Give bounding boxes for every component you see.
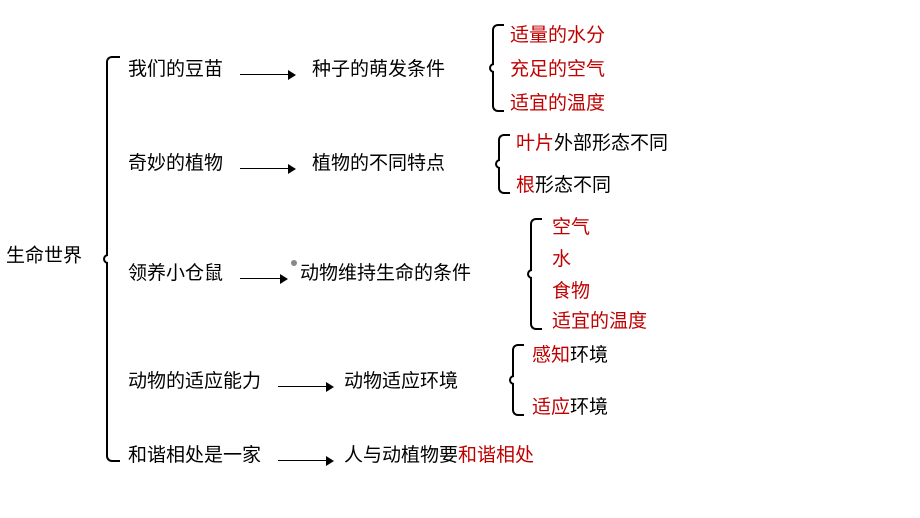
branch-4-l1-label: 动物的适应能力 [128, 371, 261, 392]
leaf-red: 食物 [552, 281, 590, 302]
leaf-post: 环境 [570, 345, 608, 366]
bracket-nub [489, 63, 494, 73]
branch-5-l1: 和谐相处是一家 [128, 440, 261, 467]
branch-1-leaf-0: 适量的水分 [510, 20, 605, 47]
branch-4-leaf-0: 感知环境 [532, 340, 608, 367]
leaf-red: 感知 [532, 345, 570, 366]
root-bracket [106, 56, 120, 462]
leaf-red: 适应 [532, 397, 570, 418]
branch-2-bracket [498, 134, 510, 194]
branch-2-l1: 奇妙的植物 [128, 148, 223, 175]
branch-4-bracket [512, 344, 524, 416]
branch-1-leaf-2: 适宜的温度 [510, 88, 605, 115]
bracket-nub [495, 159, 500, 169]
branch-4-leaf-1: 适应环境 [532, 392, 608, 419]
leaf-red: 适宜的温度 [552, 311, 647, 332]
branch-5-l2-red: 和谐相处 [458, 445, 534, 466]
branch-3-leaf-1: 水 [552, 244, 571, 271]
branch-1-l2: 种子的萌发条件 [312, 54, 445, 81]
arrow-4-1 [278, 376, 334, 398]
branch-5-l2: 人与动植物要和谐相处 [344, 440, 534, 467]
branch-1-leaf-1: 充足的空气 [510, 54, 605, 81]
branch-2-l2: 植物的不同特点 [312, 148, 445, 175]
branch-1-l2-label: 种子的萌发条件 [312, 59, 445, 80]
branch-2-l1-label: 奇妙的植物 [128, 153, 223, 174]
branch-2-leaf-1: 根形态不同 [516, 170, 611, 197]
branch-4-l2: 动物适应环境 [344, 366, 458, 393]
bracket-nub [509, 375, 514, 385]
branch-4-l2-label: 动物适应环境 [344, 371, 458, 392]
center-dot [291, 260, 297, 266]
leaf-post: 外部形态不同 [554, 133, 668, 154]
bracket-nub [527, 269, 532, 279]
arrow-2-1 [240, 158, 296, 180]
root-label: 生命世界 [6, 246, 82, 267]
branch-3-bracket [530, 218, 542, 330]
leaf-red: 适量的水分 [510, 25, 605, 46]
leaf-red: 空气 [552, 217, 590, 238]
branch-4-l1: 动物的适应能力 [128, 366, 261, 393]
branch-3-l2: 动物维持生命的条件 [300, 258, 471, 285]
arrow-3-1 [240, 268, 288, 290]
branch-3-leaf-2: 食物 [552, 276, 590, 303]
bracket-nub [103, 254, 108, 264]
branch-2-l2-label: 植物的不同特点 [312, 153, 445, 174]
leaf-red: 根 [516, 175, 535, 196]
leaf-red: 充足的空气 [510, 59, 605, 80]
branch-1-bracket [492, 24, 504, 112]
arrow-5-1 [278, 450, 334, 472]
branch-1-l1: 我们的豆苗 [128, 54, 223, 81]
branch-3-leaf-3: 适宜的温度 [552, 306, 647, 333]
leaf-post: 环境 [570, 397, 608, 418]
branch-3-l1: 领养小仓鼠 [128, 258, 223, 285]
leaf-red: 水 [552, 249, 571, 270]
root-node: 生命世界 [6, 241, 82, 268]
branch-5-l2-pre: 人与动植物要 [344, 445, 458, 466]
branch-1-l1-label: 我们的豆苗 [128, 59, 223, 80]
leaf-red: 叶片 [516, 133, 554, 154]
branch-3-l1-label: 领养小仓鼠 [128, 263, 223, 284]
branch-5-l1-label: 和谐相处是一家 [128, 445, 261, 466]
branch-3-l2-label: 动物维持生命的条件 [300, 263, 471, 284]
branch-3-leaf-0: 空气 [552, 212, 590, 239]
leaf-red: 适宜的温度 [510, 93, 605, 114]
leaf-post: 形态不同 [535, 175, 611, 196]
branch-2-leaf-0: 叶片外部形态不同 [516, 128, 668, 155]
arrow-1-1 [240, 64, 296, 86]
